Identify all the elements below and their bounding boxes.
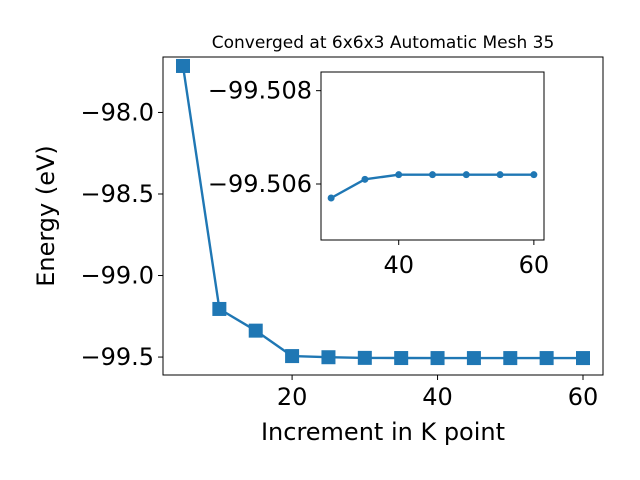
main-x-tick-label: 20 [277, 383, 308, 411]
inset-data-point [395, 171, 403, 179]
main-data-point [176, 58, 190, 73]
main-data-point [576, 351, 590, 366]
inset-y-tick-label: −99.506 [208, 170, 312, 198]
inset-data-point [530, 171, 538, 179]
inset-x-tick-label: 60 [519, 251, 550, 279]
main-data-point [285, 349, 300, 364]
main-data-point [466, 351, 481, 366]
inset-x-tick-label: 40 [383, 251, 414, 279]
main-data-point [212, 301, 227, 316]
main-y-tick-label: −99.0 [80, 262, 154, 290]
inset-frame [320, 71, 545, 241]
chart-title: Converged at 6x6x3 Automatic Mesh 35 [212, 33, 555, 53]
inset-plot: 40 60 −99.508 −99.506 [208, 71, 550, 279]
main-data-point [321, 350, 336, 365]
main-x-tick-label: 60 [568, 383, 599, 411]
inset-data-point [429, 171, 436, 179]
main-data-point [503, 351, 518, 366]
main-y-tick-label: −99.5 [80, 343, 154, 371]
main-data-point [539, 351, 554, 366]
main-plot: 20 40 60 −98.0 −98.5 −99.0 −99.5 [80, 56, 604, 411]
inset-data-point [462, 171, 470, 179]
main-data-point [394, 351, 409, 366]
main-y-tick-label: −98.5 [80, 180, 154, 208]
y-axis-label: Energy (eV) [32, 145, 60, 287]
inset-y-tick-label: −99.508 [208, 77, 312, 105]
main-data-point [248, 323, 263, 338]
main-y-tick-label: −98.0 [80, 98, 154, 126]
main-data-point [430, 351, 445, 366]
main-data-point [357, 350, 372, 365]
main-frame [162, 56, 604, 376]
main-x-tick-label: 40 [422, 383, 453, 411]
x-axis-label: Increment in K point [261, 418, 505, 446]
inset-data-point [496, 171, 504, 179]
inset-data-point [327, 194, 335, 202]
inset-data-point [361, 175, 369, 183]
